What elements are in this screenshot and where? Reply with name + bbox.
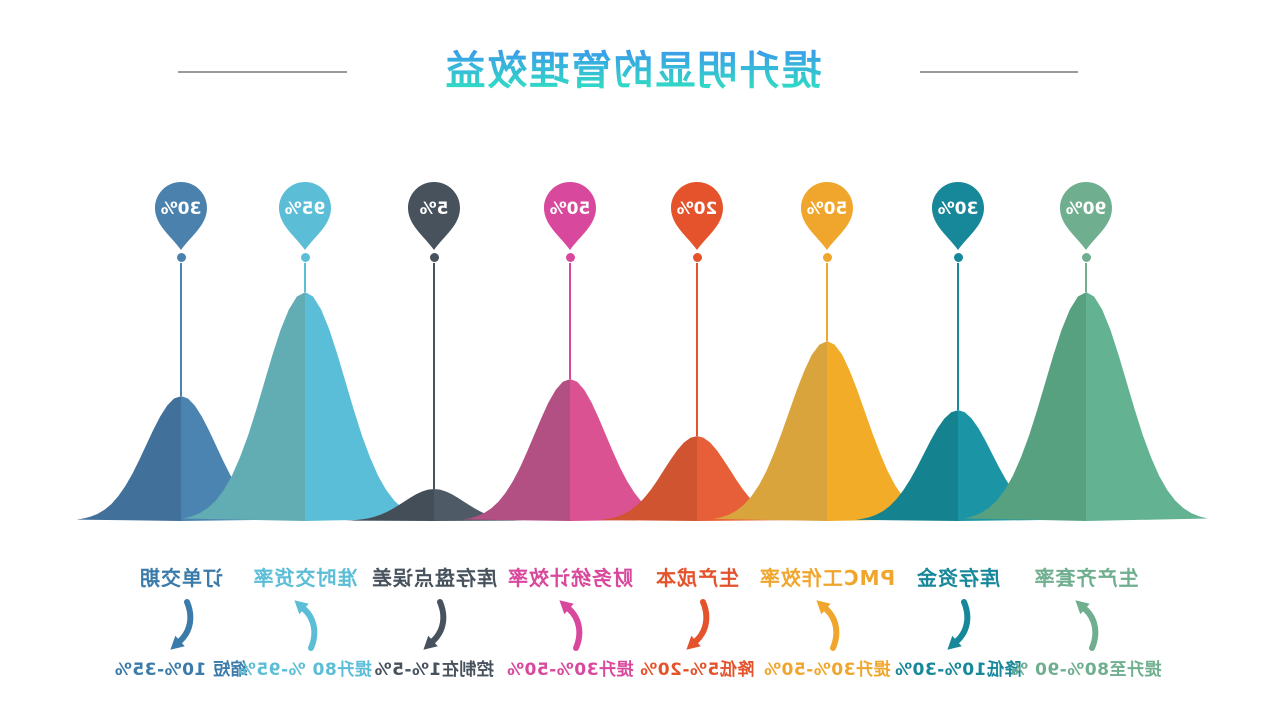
peak-right-half — [827, 341, 941, 521]
balloon-marker: 50% — [540, 180, 600, 254]
balloon-value: 95% — [284, 199, 326, 219]
balloon-marker: 95% — [275, 180, 335, 254]
trend-up-arrow — [294, 600, 318, 651]
trend-down-arrow — [686, 599, 710, 650]
balloon-value: 20% — [676, 199, 718, 219]
metric-block: 库存盘点误差 控制在1%-5% — [349, 562, 519, 680]
metric-change: 提升至80%-90 % — [1010, 660, 1162, 680]
balloon-shape — [932, 182, 984, 250]
balloon-shape — [801, 182, 853, 250]
balloon-string — [180, 263, 182, 396]
metric-block: 生产成本 降低5%-20% — [612, 562, 782, 680]
peak-right-half — [434, 489, 524, 521]
trend-down-arrow — [947, 599, 971, 650]
balloon-shape — [544, 182, 596, 250]
balloon-string — [696, 263, 698, 436]
peak-right-half — [697, 436, 795, 521]
balloon-marker: 20% — [667, 180, 727, 254]
milestone: 90% — [1056, 180, 1116, 292]
balloon-shape — [671, 182, 723, 250]
metric-block: PMC工作效率 提升30%-50% — [742, 562, 912, 680]
trend-down-arrow — [423, 599, 447, 650]
peak-left-half — [183, 292, 306, 521]
balloon-marker: 90% — [1056, 180, 1116, 254]
milestone: 95% — [275, 180, 335, 292]
metric-block: 生产齐套率 提升至80%-90 % — [1001, 562, 1171, 680]
milestone: 5% — [404, 180, 464, 489]
milestone: 50% — [797, 180, 857, 341]
milestone: 20% — [667, 180, 727, 436]
trend-up-arrow — [559, 600, 583, 651]
balloon-string — [1085, 263, 1087, 292]
balloon-marker: 50% — [797, 180, 857, 254]
balloon-string — [957, 263, 959, 410]
balloon-value: 5% — [419, 199, 449, 219]
milestone: 30% — [928, 180, 988, 410]
trend-up-arrow — [816, 600, 840, 651]
metric-block: 订单交期 缩短 10%-35% — [96, 562, 266, 680]
balloon-dot — [300, 253, 310, 262]
peak-left-half — [344, 489, 435, 521]
milestone: 50% — [540, 180, 600, 379]
peak-left-half — [855, 410, 959, 521]
peak-left-half — [599, 436, 698, 521]
balloon-shape — [279, 182, 331, 250]
balloon-value: 50% — [549, 199, 591, 219]
balloon-value: 30% — [937, 199, 979, 219]
metric-label: 生产齐套率 — [1033, 566, 1139, 590]
title-rule-left — [178, 71, 347, 73]
balloon-string — [569, 263, 571, 379]
peak-left-half — [713, 341, 828, 521]
balloon-shape — [155, 182, 207, 250]
metric-block: 库存资金 降低10%-30% — [873, 562, 1043, 680]
balloon-marker: 5% — [404, 180, 464, 254]
balloon-string — [826, 263, 828, 341]
peak-right-half — [181, 396, 286, 521]
balloon-marker: 30% — [928, 180, 988, 254]
balloon-dot — [1081, 253, 1091, 262]
balloon-dot — [953, 253, 963, 262]
milestone: 30% — [151, 180, 211, 396]
balloon-value: 30% — [160, 199, 202, 219]
peak-left-half — [462, 379, 571, 521]
balloon-dot — [822, 253, 832, 262]
peak-right-half — [1086, 292, 1208, 521]
metric-block: 财务统计效率 提升30%-50% — [485, 562, 655, 680]
peak-right-half — [958, 410, 1061, 521]
balloon-string — [304, 263, 306, 292]
trend-up-arrow — [1075, 600, 1099, 651]
peak-right-half — [570, 379, 678, 521]
peak-right-half — [305, 292, 427, 521]
balloon-shape — [1060, 182, 1112, 250]
balloon-dot — [176, 253, 186, 262]
metric-block: 准时交货率 提升80 %-95% — [220, 562, 390, 680]
peak-left-half — [964, 292, 1087, 521]
balloon-dot — [429, 253, 439, 262]
peak-left-half — [76, 396, 182, 521]
balloon-string — [433, 263, 435, 489]
balloon-value: 50% — [806, 199, 848, 219]
title-rule-right — [920, 71, 1078, 73]
trend-down-arrow — [170, 599, 194, 650]
balloon-value: 90% — [1065, 199, 1107, 219]
balloon-marker: 30% — [151, 180, 211, 254]
balloon-dot — [692, 253, 702, 262]
balloon-shape — [408, 182, 460, 250]
balloon-dot — [565, 253, 575, 262]
